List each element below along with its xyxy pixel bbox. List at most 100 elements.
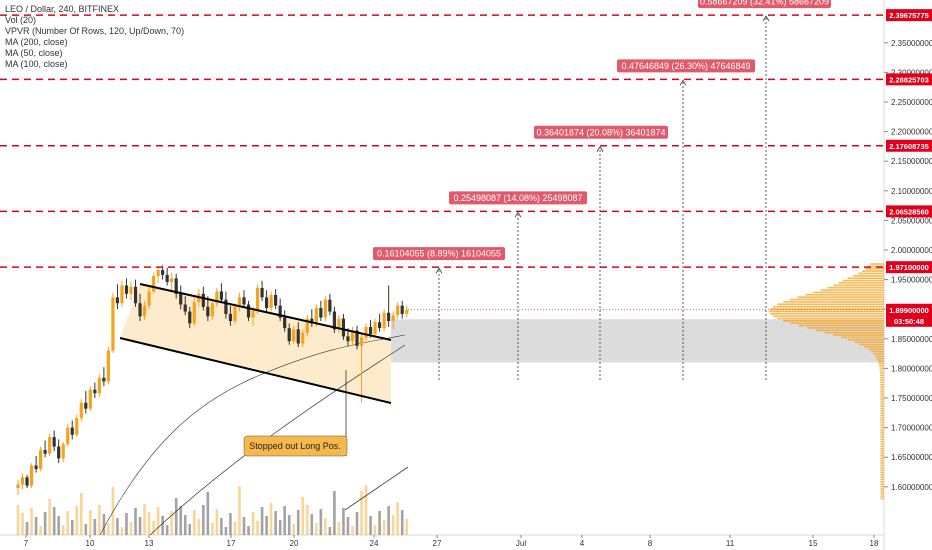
y-tick-label: 1.60000000 [891, 483, 932, 492]
target-measure-label-bg [449, 191, 587, 205]
vpvr-bar [777, 303, 884, 306]
volume-bar [202, 505, 205, 535]
volume-bar [233, 522, 237, 535]
vpvr-bar [858, 272, 884, 275]
vpvr-bar [880, 490, 884, 493]
target-arrow-head [762, 15, 770, 22]
vpvr-bar [870, 263, 884, 265]
vpvr-bar [880, 452, 884, 455]
vpvr-bar [873, 353, 884, 355]
volume-bar [333, 491, 336, 535]
vpvr-bar [783, 301, 884, 303]
vpvr-bar [880, 400, 884, 403]
volume-bar [229, 513, 232, 535]
vpvr-bar [880, 405, 884, 407]
candle-body [301, 332, 305, 344]
vpvr-bar [880, 381, 884, 384]
candle-body [400, 305, 404, 314]
vpvr-bar [880, 478, 884, 481]
x-tick-label: 24 [370, 539, 379, 548]
candle-body [228, 313, 233, 322]
vpvr-bar [840, 336, 884, 339]
candle-body [183, 304, 187, 312]
vpvr-bar [769, 310, 884, 313]
target-arrow-head [435, 267, 443, 274]
target-arrow-head [679, 79, 687, 86]
volume-bar [134, 508, 137, 535]
vpvr-bar [854, 341, 884, 343]
candle-body [174, 278, 178, 294]
vpvr-bar [880, 436, 884, 438]
volume-bar [30, 508, 33, 535]
candle-body [161, 270, 165, 275]
volume-bar [84, 524, 88, 535]
candle-body [346, 336, 350, 342]
candle-body [274, 294, 278, 306]
current-price-label: 1.89900000 [889, 306, 929, 315]
candle-body [246, 304, 251, 318]
target-arrow-head [596, 145, 604, 152]
y-tick-label: 1.85000000 [891, 335, 932, 344]
volume-bar [315, 523, 318, 535]
vpvr-bar [880, 440, 884, 443]
volume-bar [396, 502, 399, 535]
volume-bar [265, 516, 268, 535]
y-tick-label: 2.20000000 [891, 128, 932, 137]
candle-body [278, 305, 282, 318]
resistance-level-label-bg [886, 261, 932, 274]
vpvr-bar [880, 391, 884, 393]
vpvr-bar [880, 417, 884, 419]
candle-body [102, 377, 106, 382]
target-measure-label-bg [373, 247, 505, 261]
vpvr-bar [876, 357, 884, 360]
candle-body [29, 465, 34, 486]
volume-bar [161, 516, 164, 535]
vpvr-bar [865, 267, 884, 270]
volume-bar [165, 525, 169, 535]
candle-body [70, 427, 74, 435]
candle-body [387, 312, 391, 322]
volume-bar [138, 517, 142, 535]
volume-bar [319, 509, 323, 535]
candle-body [219, 291, 223, 300]
y-tick-label: 2.10000000 [891, 187, 932, 196]
volume-bar [301, 497, 305, 535]
candle-body [242, 297, 246, 305]
volume-bar [61, 525, 65, 535]
volume-bar [197, 519, 201, 535]
candle-body [201, 293, 205, 307]
volume-bar [328, 527, 332, 535]
candle-body [66, 427, 70, 445]
vpvr-bar [880, 447, 884, 450]
vpvr-bar [880, 481, 884, 483]
volume-bar [405, 519, 409, 535]
candle-body [170, 278, 174, 282]
vpvr-bar [777, 317, 884, 320]
y-tick-label: 1.80000000 [891, 364, 932, 373]
x-tick-label: 4 [580, 539, 585, 548]
vpvr-bar [833, 334, 884, 336]
volume-bar [39, 526, 42, 535]
candle-body [355, 330, 359, 346]
resistance-level-label: 1.97100000 [889, 263, 929, 272]
vpvr-bar [880, 443, 884, 445]
candle-body [84, 402, 88, 409]
vpvr-bar [820, 289, 884, 291]
candle-body [16, 484, 20, 488]
vpvr-bar [868, 348, 884, 351]
volume-bar [387, 506, 390, 535]
candle-body [39, 450, 43, 470]
candle-body [138, 303, 142, 317]
volume-bar [211, 523, 214, 535]
candle-body [233, 306, 237, 322]
volume-bar [156, 507, 160, 535]
vpvr-bar [880, 464, 884, 467]
vpvr-bar [880, 426, 884, 429]
candle-body [396, 305, 400, 316]
candle-body [124, 285, 129, 294]
x-tick-label: Jul [516, 539, 526, 548]
x-tick-label: 17 [227, 539, 236, 548]
candle-body [382, 312, 386, 329]
volume-bar [174, 498, 178, 535]
